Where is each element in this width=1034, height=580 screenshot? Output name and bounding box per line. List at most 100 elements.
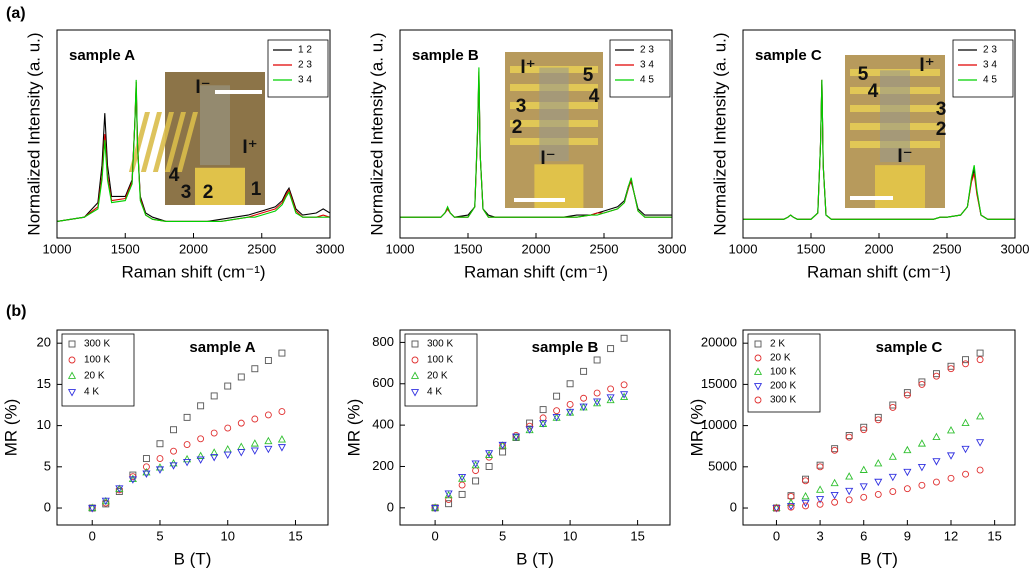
marker [816,463,824,471]
legend-label: 2 K [770,339,785,350]
marker [961,445,970,454]
x-tick-label: 2000 [865,241,894,256]
marker [962,356,969,364]
plot-frame [742,329,1016,526]
marker [237,442,246,450]
inset-label: 3 [181,182,192,203]
marker [237,449,246,457]
marker [976,412,985,420]
marker [170,447,177,455]
x-tick-label: 5 [156,528,163,543]
x-tick-label: 1500 [111,241,140,256]
marker [932,458,941,466]
marker [903,485,911,493]
legend-label: 20 K [427,371,448,382]
marker [458,490,466,498]
marker [224,424,232,432]
marker [606,395,615,404]
x-axis-label: Raman shift (cm⁻¹) [807,262,951,281]
marker [445,500,453,508]
marker [210,429,218,437]
marker [874,490,882,498]
inset-label: 1 [251,179,262,200]
inset-label: 5 [858,64,869,85]
marker [431,503,440,511]
x-tick-label: 3 [816,528,823,543]
marker [210,392,218,400]
legend-label: 20 K [84,371,105,382]
x-tick-label: 10 [563,528,577,543]
chart-title: sample B [532,339,599,356]
legend-label: 20 K [770,353,791,364]
marker [553,392,561,400]
inset-label: 3 [516,96,527,117]
x-tick-label: 0 [89,528,96,543]
y-tick-label: 5000 [708,458,737,473]
marker [607,385,615,393]
marker [889,404,897,411]
legend-label: 4 5 [983,75,997,86]
x-tick-label: 1000 [43,241,72,256]
inset-label: 2 [936,119,947,140]
chart-title: sample A [189,339,255,356]
inset-label: I⁺ [242,137,257,158]
inset-photo [128,72,265,205]
marker [169,462,178,470]
electrode [128,112,150,172]
inset-label: 4 [868,81,879,102]
marker [277,444,286,452]
marker [860,493,868,501]
x-axis-label: Raman shift (cm⁻¹) [464,262,608,281]
chart-title: sample B [412,47,479,64]
legend-marker [68,356,76,364]
y-tick-label: 20000 [701,335,737,350]
y-axis-label: MR (%) [1,399,20,457]
legend-label: 2 3 [298,60,312,71]
marker [962,470,969,478]
x-tick-label: 3000 [1001,241,1030,256]
marker [831,446,839,454]
marker [845,472,854,480]
marker [264,445,273,454]
legend-label: 3 4 [298,75,312,86]
marker [128,476,137,484]
legend-marker [410,371,420,379]
legend-label: 200 K [770,381,796,392]
marker [962,360,969,368]
legend-label: 100 K [84,355,110,366]
marker [620,381,628,389]
x-tick-label: 5 [499,528,506,543]
marker [566,380,574,388]
marker [525,426,534,434]
y-tick-label: 0 [730,499,737,514]
marker [250,439,259,447]
y-tick-label: 15 [37,376,51,391]
inset-label: 4 [589,86,600,107]
marker [553,407,561,415]
contact-pad [875,165,925,208]
marker [947,362,955,370]
marker [903,445,912,454]
marker [859,483,868,491]
inset-label: 4 [169,165,180,186]
marker [889,401,897,409]
chart-title: sample A [69,47,135,64]
plot-frame [399,329,671,526]
y-tick-label: 20 [37,335,51,350]
marker [845,433,853,441]
marker [903,389,911,397]
x-tick-label: 9 [904,528,911,543]
plot-frame [399,29,673,239]
legend-label: 4 K [84,387,99,398]
spectrum-line [57,79,330,222]
marker [903,468,912,477]
marker [223,451,232,459]
y-axis-label: MR (%) [344,399,363,457]
x-tick-label: 10 [220,528,234,543]
marker [223,444,232,453]
legend-marker [754,340,762,348]
marker [197,435,205,443]
y-axis-label: Normalized Intensity (a. u.) [367,32,386,235]
legend-marker [411,356,419,364]
